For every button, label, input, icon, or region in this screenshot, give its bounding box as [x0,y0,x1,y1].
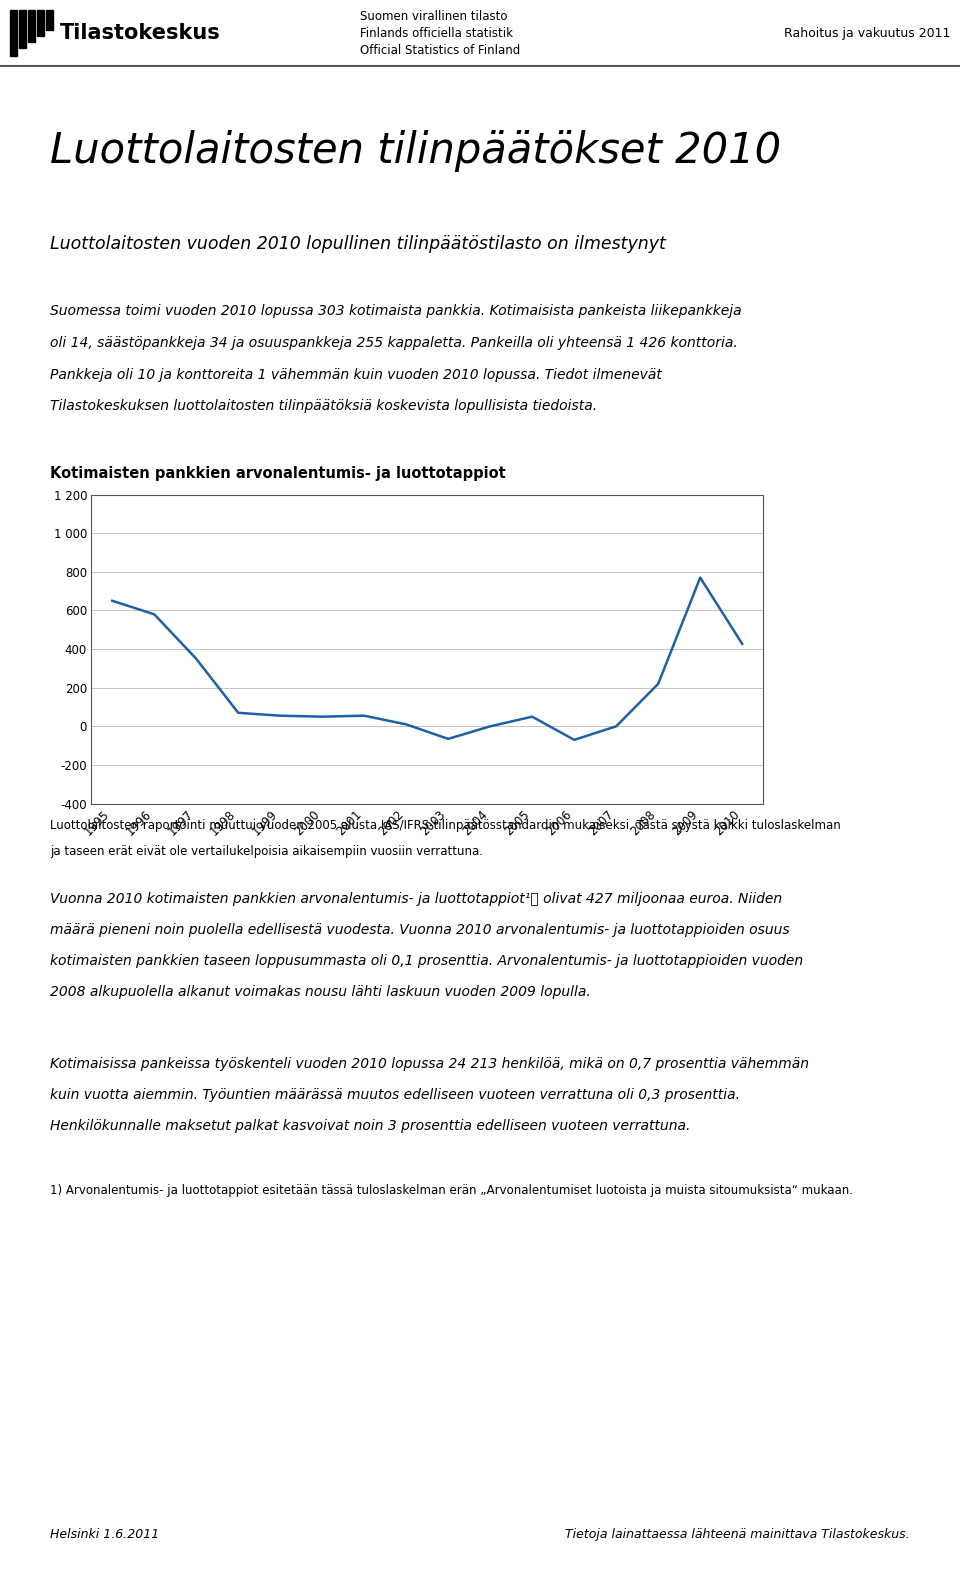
Text: 1) Arvonalentumis- ja luottotappiot esitetään tässä tuloslaskelman erän „Arvonal: 1) Arvonalentumis- ja luottotappiot esit… [50,1184,852,1197]
Bar [37,10,44,36]
Text: Tilastokeskuksen luottolaitosten tilinpäätöksiä koskevista lopullisista tiedoist: Tilastokeskuksen luottolaitosten tilinpä… [50,399,597,414]
Text: ja taseen erät eivät ole vertailukelpoisia aikaisempiin vuosiin verrattuna.: ja taseen erät eivät ole vertailukelpois… [50,845,483,857]
Bar [46,10,53,30]
Text: Finlands officiella statistik: Finlands officiella statistik [360,27,513,40]
Bar [10,10,17,57]
Text: Kotimaisissa pankeissa työskenteli vuoden 2010 lopussa 24 213 henkilöä, mikä on : Kotimaisissa pankeissa työskenteli vuode… [50,1057,809,1071]
Text: Official Statistics of Finland: Official Statistics of Finland [360,44,520,57]
Text: Tietoja lainattaessa lähteenä mainittava Tilastokeskus.: Tietoja lainattaessa lähteenä mainittava… [565,1528,910,1541]
Text: oli 14, säästöpankkeja 34 ja osuuspankkeja 255 kappaletta. Pankeilla oli yhteens: oli 14, säästöpankkeja 34 ja osuuspankke… [50,336,737,350]
Text: 2008 alkupuolella alkanut voimakas nousu lähti laskuun vuoden 2009 lopulla.: 2008 alkupuolella alkanut voimakas nousu… [50,984,590,999]
Text: Helsinki 1.6.2011: Helsinki 1.6.2011 [50,1528,159,1541]
Text: Luottolaitosten tilinpäätökset 2010: Luottolaitosten tilinpäätökset 2010 [50,130,781,171]
Text: kotimaisten pankkien taseen loppusummasta oli 0,1 prosenttia. Arvonalentumis- ja: kotimaisten pankkien taseen loppusummast… [50,954,804,968]
Text: Luottolaitosten raportointi muuttui vuoden 2005 alusta IAS/IFRS-tilinpäätösstand: Luottolaitosten raportointi muuttui vuod… [50,819,841,832]
Text: Pankkeja oli 10 ja konttoreita 1 vähemmän kuin vuoden 2010 lopussa. Tiedot ilmen: Pankkeja oli 10 ja konttoreita 1 vähemmä… [50,368,661,382]
Text: määrä pieneni noin puolella edellisestä vuodesta. Vuonna 2010 arvonalentumis- ja: määrä pieneni noin puolella edellisestä … [50,922,789,937]
Bar [19,10,26,49]
Text: Kotimaisten pankkien arvonalentumis- ja luottotappiot: Kotimaisten pankkien arvonalentumis- ja … [50,466,506,480]
Text: Henkilökunnalle maksetut palkat kasvoivat noin 3 prosenttia edelliseen vuoteen v: Henkilökunnalle maksetut palkat kasvoiva… [50,1119,690,1133]
Text: Vuonna 2010 kotimaisten pankkien arvonalentumis- ja luottotappiot¹⧩ olivat 427 m: Vuonna 2010 kotimaisten pankkien arvonal… [50,892,782,907]
Text: kuin vuotta aiemmin. Työuntien määrässä muutos edelliseen vuoteen verrattuna oli: kuin vuotta aiemmin. Työuntien määrässä … [50,1087,740,1102]
Text: Suomessa toimi vuoden 2010 lopussa 303 kotimaista pankkia. Kotimaisista pankeist: Suomessa toimi vuoden 2010 lopussa 303 k… [50,304,741,319]
Text: Rahoitus ja vakuutus 2011: Rahoitus ja vakuutus 2011 [783,27,950,40]
Text: Tilastokeskus: Tilastokeskus [60,24,221,43]
Bar [28,10,35,43]
Text: Suomen virallinen tilasto: Suomen virallinen tilasto [360,10,508,22]
Text: Luottolaitosten vuoden 2010 lopullinen tilinpäätöstilasto on ilmestynyt: Luottolaitosten vuoden 2010 lopullinen t… [50,235,666,252]
